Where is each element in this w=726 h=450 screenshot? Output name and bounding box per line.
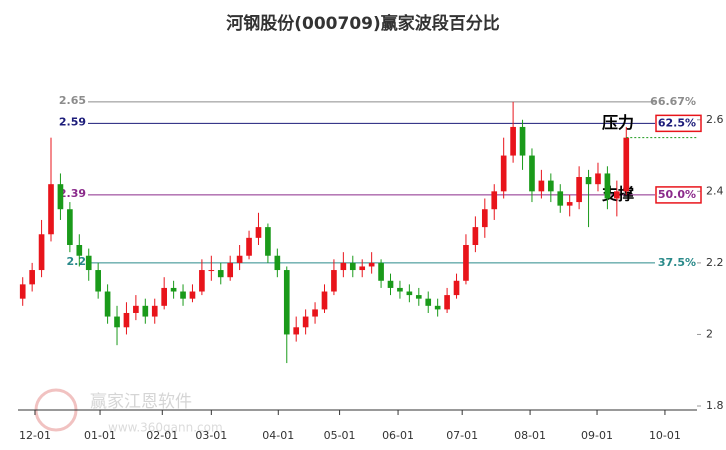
candle-body: [133, 305, 139, 313]
level-label: 2.2: [67, 255, 87, 268]
candle-body: [95, 270, 101, 292]
candle-body: [434, 305, 441, 310]
level-percent: 37.5%: [658, 256, 696, 269]
candle-body: [57, 184, 64, 210]
candle-body: [255, 227, 262, 238]
level-label: 2.59: [59, 115, 86, 128]
candle-body: [104, 291, 111, 317]
candle-body: [566, 202, 573, 206]
candle-body: [538, 180, 545, 192]
candle-body: [123, 312, 130, 328]
candle-body: [38, 234, 45, 271]
candle-body: [67, 209, 73, 245]
candle-body: [170, 287, 177, 292]
level-box: [655, 114, 702, 133]
candle-body: [19, 284, 26, 299]
x-tick-label: 10-01: [649, 429, 681, 442]
candle-body: [359, 266, 366, 271]
x-tick-label: 06-01: [382, 429, 414, 442]
candle-body: [217, 270, 224, 278]
candle-body: [425, 298, 432, 306]
level-label: 2.39: [59, 187, 86, 200]
candle-body: [349, 262, 356, 271]
candle-body: [500, 155, 507, 192]
watermark-url: www.360gann.com: [108, 421, 223, 435]
candle-body: [340, 262, 347, 271]
x-tick-label: 12-01: [19, 429, 51, 442]
candle-body: [274, 255, 281, 271]
candle-body: [444, 295, 450, 310]
x-tick-label: 09-01: [581, 429, 613, 442]
candle-body: [161, 287, 168, 306]
candle-body: [368, 262, 375, 267]
candle-body: [576, 177, 582, 203]
candle-body: [293, 327, 300, 335]
x-tick-label: 07-01: [446, 429, 478, 442]
candle-body: [199, 270, 205, 292]
candle-body: [265, 227, 271, 256]
candle-body: [387, 280, 394, 288]
candle-body: [604, 173, 611, 199]
candle-body: [227, 262, 234, 278]
candle-body: [378, 262, 384, 281]
candle-body: [547, 180, 554, 192]
candle-body: [114, 316, 120, 328]
candle-body: [302, 316, 309, 328]
candle-body: [623, 137, 630, 192]
candle-body: [29, 270, 35, 285]
candle-body: [321, 291, 328, 310]
candle-body: [283, 270, 290, 335]
candle-body: [246, 237, 252, 256]
candle-body: [463, 245, 469, 281]
candle-body: [614, 191, 620, 199]
candle-body: [236, 255, 243, 263]
x-tick-label: 03-01: [195, 429, 227, 442]
y-tick-label: 2.6: [706, 113, 724, 126]
candle-body: [48, 184, 54, 235]
candle-body: [76, 245, 83, 256]
candle-body: [595, 173, 601, 185]
y-tick-label: 1.8: [706, 399, 724, 412]
level-percent: 50.0%: [658, 188, 696, 201]
candle-body: [180, 291, 186, 299]
candle-body: [510, 126, 516, 156]
x-tick-label: 05-01: [324, 429, 356, 442]
candle-body: [491, 191, 498, 210]
candle-body: [453, 280, 460, 296]
level-percent: 62.5%: [658, 116, 696, 129]
candle-body: [481, 209, 488, 228]
x-tick-label: 08-01: [514, 429, 546, 442]
candle-body: [585, 177, 592, 185]
candle-body: [142, 305, 149, 317]
candle-body: [529, 155, 535, 192]
x-tick-label: 01-01: [84, 429, 116, 442]
y-tick-label: 2.4: [706, 184, 724, 197]
candle-body: [397, 287, 403, 292]
level-label: 2.65: [59, 94, 86, 107]
candle-body: [85, 255, 92, 271]
candle-body: [557, 191, 564, 206]
candle-body: [415, 295, 422, 299]
y-tick-label: 2: [706, 327, 713, 340]
candle-body: [312, 309, 318, 317]
candle-body: [208, 270, 215, 272]
candle-body: [472, 227, 479, 245]
level-annotation: 压力: [602, 113, 634, 132]
candle-body: [406, 291, 413, 296]
x-tick-label: 02-01: [146, 429, 178, 442]
candle-body: [151, 305, 158, 317]
watermark: 赢家江恩软件 www.360gann.com: [34, 388, 223, 435]
candle-body: [189, 291, 196, 299]
watermark-name: 赢家江恩软件: [90, 392, 192, 412]
level-box: [655, 186, 702, 204]
candle-body: [331, 270, 337, 292]
chart-title: 河钢股份(000709)赢家波段百分比: [226, 13, 500, 34]
level-percent: 66.67%: [650, 95, 696, 108]
x-tick-label: 04-01: [262, 429, 294, 442]
y-tick-label: 2.2: [706, 256, 724, 269]
candle-body: [519, 126, 526, 156]
